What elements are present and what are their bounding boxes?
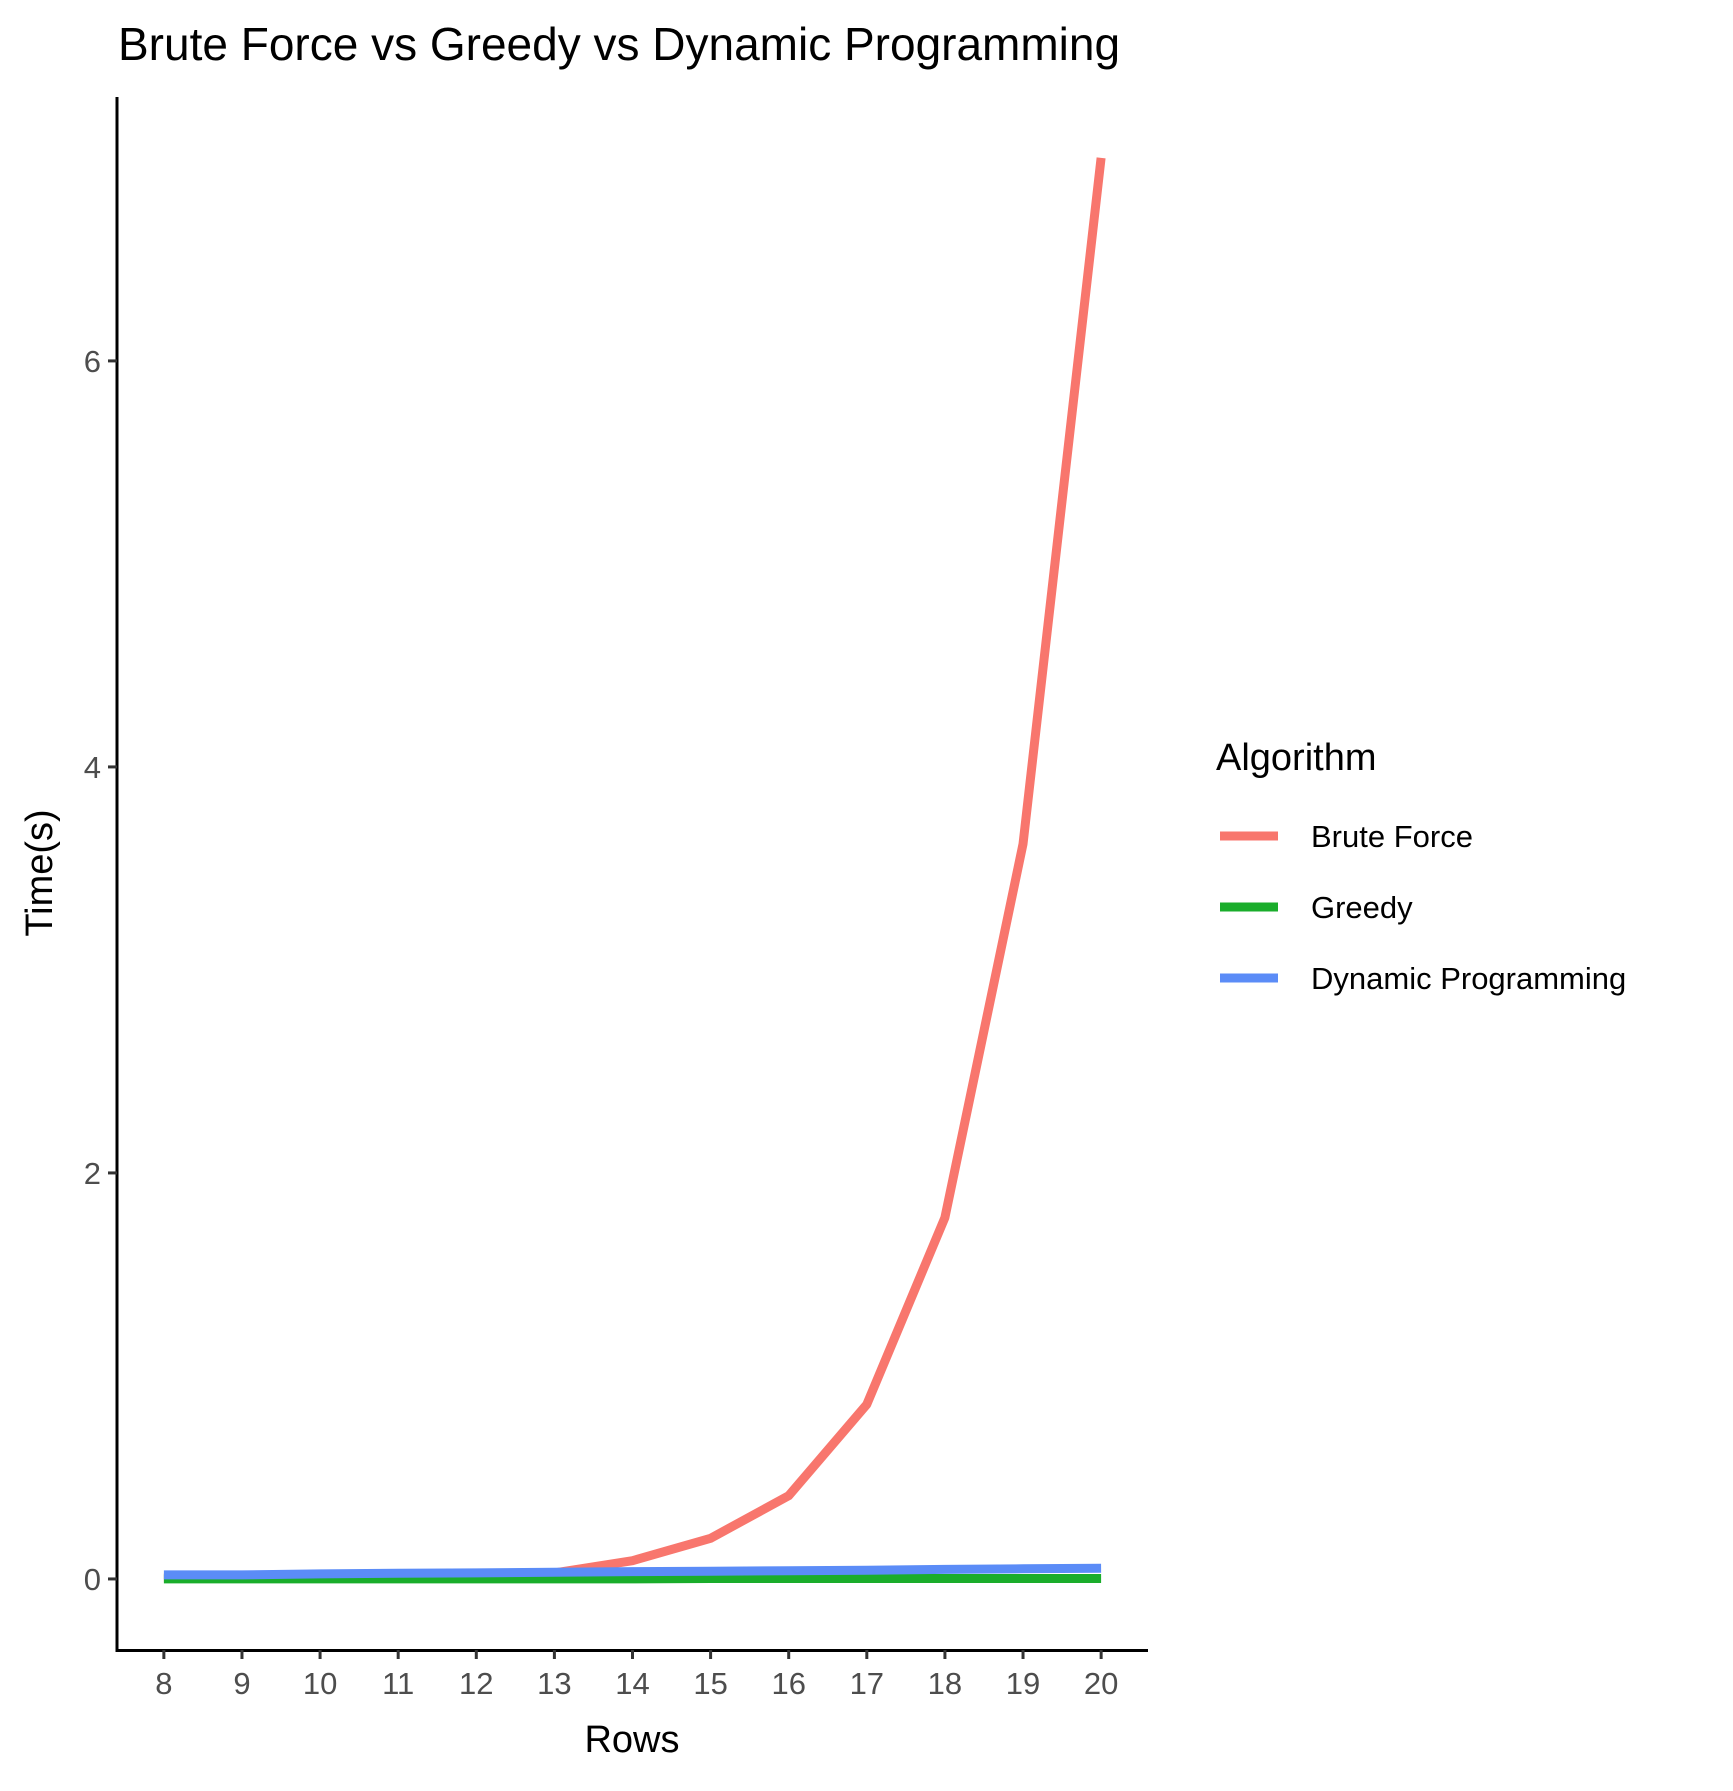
legend-label-1: Greedy [1311, 890, 1413, 925]
y-tick-label: 6 [84, 344, 101, 379]
y-tick-label: 2 [84, 1156, 101, 1191]
legend-items: Brute Force Greedy Dynamic Programming [1220, 819, 1626, 996]
series-line-2 [163, 1563, 1102, 1580]
x-tick-label: 11 [382, 1666, 414, 1701]
x-tick-label: 20 [1084, 1666, 1118, 1701]
x-axis-title: Rows [584, 1719, 679, 1761]
x-tick-label: 14 [615, 1666, 649, 1701]
legend-label-2: Dynamic Programming [1311, 961, 1626, 996]
legend-title: Algorithm [1216, 737, 1377, 779]
chart-title: Brute Force vs Greedy vs Dynamic Program… [118, 18, 1120, 70]
x-tick-label: 17 [850, 1666, 884, 1701]
x-tick-label: 16 [771, 1666, 805, 1701]
plot-area [163, 157, 1106, 1584]
legend-label-0: Brute Force [1311, 819, 1473, 854]
y-axis-ticks: 0 2 4 6 [84, 344, 117, 1597]
x-tick-label: 8 [155, 1666, 172, 1701]
y-axis-title: Time(s) [19, 809, 61, 936]
x-tick-label: 10 [303, 1666, 337, 1701]
x-tick-label: 9 [233, 1666, 250, 1701]
x-tick-label: 13 [537, 1666, 571, 1701]
x-tick-label: 12 [459, 1666, 493, 1701]
legend: Algorithm Brute Force Greedy Dynamic Progr… [1216, 737, 1626, 996]
y-tick-label: 4 [84, 750, 101, 785]
x-tick-label: 18 [928, 1666, 962, 1701]
series-line-0 [163, 157, 1106, 1583]
x-tick-label: 19 [1006, 1666, 1040, 1701]
x-tick-label: 15 [693, 1666, 727, 1701]
x-axis-ticks: 8 9 10 11 12 13 14 15 16 17 18 19 20 [155, 1650, 1118, 1701]
y-tick-label: 0 [84, 1562, 101, 1597]
